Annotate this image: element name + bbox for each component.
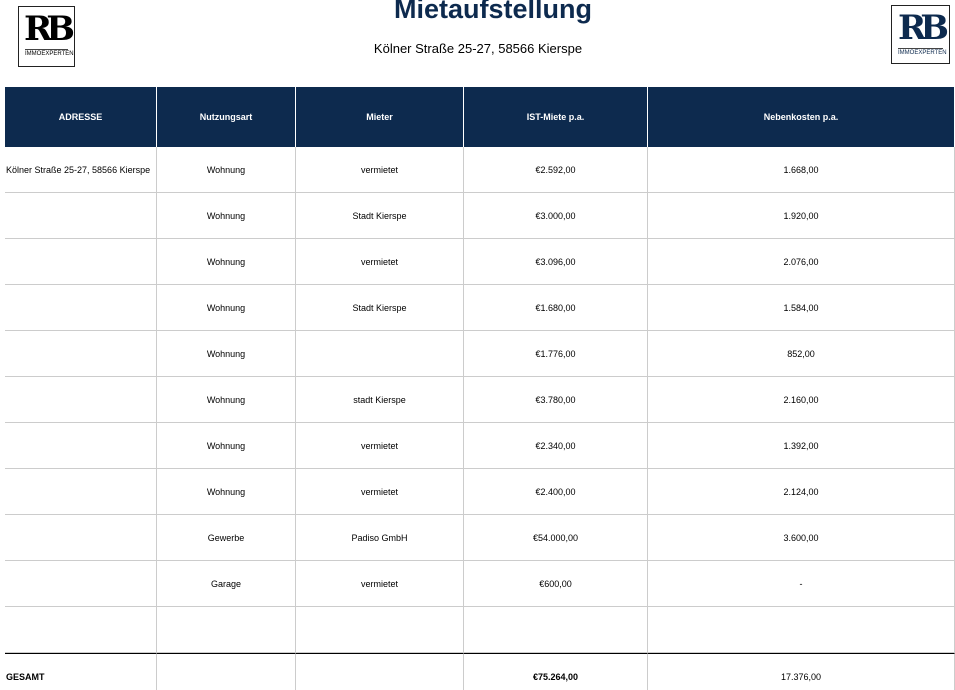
table-cell: stadt Kierspe bbox=[296, 377, 464, 423]
table-cell bbox=[5, 515, 157, 561]
total-cell: €75.264,00 bbox=[464, 653, 648, 690]
logo-mark: RB bbox=[24, 9, 75, 49]
table-cell: vermietet bbox=[296, 423, 464, 469]
table-cell: Wohnung bbox=[157, 239, 296, 285]
total-cell bbox=[157, 653, 296, 690]
table-cell: Wohnung bbox=[157, 331, 296, 377]
table-cell: Wohnung bbox=[157, 147, 296, 193]
table-cell: Wohnung bbox=[157, 193, 296, 239]
table-cell: Stadt Kierspe bbox=[296, 193, 464, 239]
column-header: ADRESSE bbox=[5, 87, 157, 147]
table-cell bbox=[5, 193, 157, 239]
table-cell: Kölner Straße 25-27, 58566 Kierspe bbox=[5, 147, 157, 193]
table-cell bbox=[464, 607, 648, 653]
table-cell: 1.584,00 bbox=[648, 285, 955, 331]
table-cell: 2.124,00 bbox=[648, 469, 955, 515]
table-cell: 2.160,00 bbox=[648, 377, 955, 423]
table-cell: Gewerbe bbox=[157, 515, 296, 561]
table-cell: Garage bbox=[157, 561, 296, 607]
table-cell: 3.600,00 bbox=[648, 515, 955, 561]
logo: RB IMMOEXPERTEN bbox=[18, 6, 75, 67]
table-cell bbox=[5, 331, 157, 377]
column-header: Nutzungsart bbox=[157, 87, 296, 147]
table-cell: €2.592,00 bbox=[464, 147, 648, 193]
table-cell: 2.076,00 bbox=[648, 239, 955, 285]
table-cell: 852,00 bbox=[648, 331, 955, 377]
column-header: IST-Miete p.a. bbox=[464, 87, 648, 147]
column-header: Nebenkosten p.a. bbox=[648, 87, 955, 147]
table-cell bbox=[5, 377, 157, 423]
logo: RB IMMOEXPERTEN bbox=[891, 5, 950, 64]
logo-mark: RB bbox=[898, 8, 949, 48]
table-cell: €1.776,00 bbox=[464, 331, 648, 377]
table-cell bbox=[5, 285, 157, 331]
column-header: Mieter bbox=[296, 87, 464, 147]
table-cell: €3.000,00 bbox=[464, 193, 648, 239]
table-cell: - bbox=[648, 561, 955, 607]
total-cell: 17.376,00 bbox=[648, 653, 955, 690]
table-cell: Wohnung bbox=[157, 469, 296, 515]
table-cell: €2.340,00 bbox=[464, 423, 648, 469]
table-cell: vermietet bbox=[296, 469, 464, 515]
table-cell: Wohnung bbox=[157, 285, 296, 331]
table-cell: 1.392,00 bbox=[648, 423, 955, 469]
table-cell: €3.096,00 bbox=[464, 239, 648, 285]
table-cell: 1.668,00 bbox=[648, 147, 955, 193]
title: Mietaufstellung bbox=[393, 0, 592, 24]
table-cell: Wohnung bbox=[157, 423, 296, 469]
table-cell bbox=[5, 607, 157, 653]
table-cell: Stadt Kierspe bbox=[296, 285, 464, 331]
table-cell bbox=[157, 607, 296, 653]
table-cell bbox=[5, 469, 157, 515]
table-cell: vermietet bbox=[296, 561, 464, 607]
subtitle: Kölner Straße 25-27, 58566 Kierspe bbox=[373, 41, 583, 56]
table-cell: €3.780,00 bbox=[464, 377, 648, 423]
table-cell: 1.920,00 bbox=[648, 193, 955, 239]
table-cell bbox=[5, 561, 157, 607]
total-cell: GESAMT bbox=[5, 653, 157, 690]
table-cell: €2.400,00 bbox=[464, 469, 648, 515]
table-cell bbox=[648, 607, 955, 653]
table-cell bbox=[5, 239, 157, 285]
table-cell bbox=[5, 423, 157, 469]
table-cell: vermietet bbox=[296, 147, 464, 193]
table-cell: €1.680,00 bbox=[464, 285, 648, 331]
table-cell: €54.000,00 bbox=[464, 515, 648, 561]
table-cell: Padiso GmbH bbox=[296, 515, 464, 561]
total-cell bbox=[296, 653, 464, 690]
table-cell: €600,00 bbox=[464, 561, 648, 607]
table-cell bbox=[296, 331, 464, 377]
logo-text: IMMOEXPERTEN bbox=[25, 49, 74, 57]
table-cell bbox=[296, 607, 464, 653]
table-cell: vermietet bbox=[296, 239, 464, 285]
table-cell: Wohnung bbox=[157, 377, 296, 423]
logo-text: IMMOEXPERTEN bbox=[898, 48, 947, 56]
